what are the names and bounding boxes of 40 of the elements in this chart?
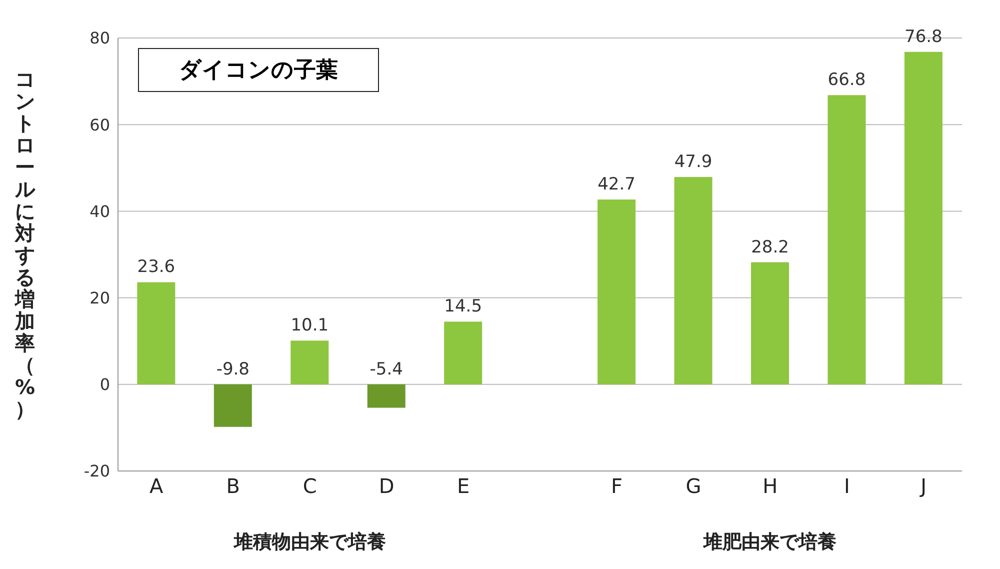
y-tick-label: -20 (84, 462, 110, 481)
data-label: 47.9 (674, 152, 712, 172)
bar (214, 384, 252, 427)
data-label: 66.8 (828, 70, 866, 90)
text: 堆積物由来で培養 (232, 530, 387, 555)
x-tick-label: F (610, 474, 622, 498)
bar (751, 262, 789, 384)
x-tick-label: E (456, 474, 470, 498)
data-label: 42.7 (598, 174, 636, 195)
bar (674, 176, 712, 384)
data-label: 10.1 (290, 316, 329, 336)
data-label: -5.4 (370, 359, 403, 380)
y-tick-label: 80 (90, 28, 110, 48)
text: 堆肥由来で培養 (702, 530, 838, 555)
x-tick-label: G (686, 474, 702, 498)
bar (904, 52, 942, 384)
x-tick-label: A (150, 474, 164, 498)
y-tick-label: 60 (90, 115, 110, 134)
y-tick-label: 0 (100, 375, 110, 394)
bar (444, 322, 482, 384)
data-label: 28.2 (751, 237, 789, 258)
bar (137, 282, 176, 384)
data-label: 14.5 (444, 296, 482, 317)
data-label: 23.6 (137, 257, 176, 278)
data-label: -9.8 (216, 359, 250, 380)
data-label: 76.8 (904, 26, 942, 47)
bar (828, 95, 866, 384)
bar (598, 200, 636, 384)
x-tick-label: I (844, 474, 850, 498)
y-tick-label: 40 (90, 202, 110, 221)
x-tick-label: B (226, 474, 240, 498)
text: コントロールに対する増加率（%） (14, 67, 36, 421)
bar (290, 340, 329, 384)
bar (367, 384, 406, 408)
x-tick-label: H (762, 474, 778, 498)
y-tick-label: 20 (90, 288, 110, 308)
x-tick-label: C (302, 474, 317, 498)
x-tick-label: D (378, 474, 394, 498)
text: ダイコンの子葉 (138, 48, 379, 92)
x-tick-label: J (918, 474, 927, 498)
